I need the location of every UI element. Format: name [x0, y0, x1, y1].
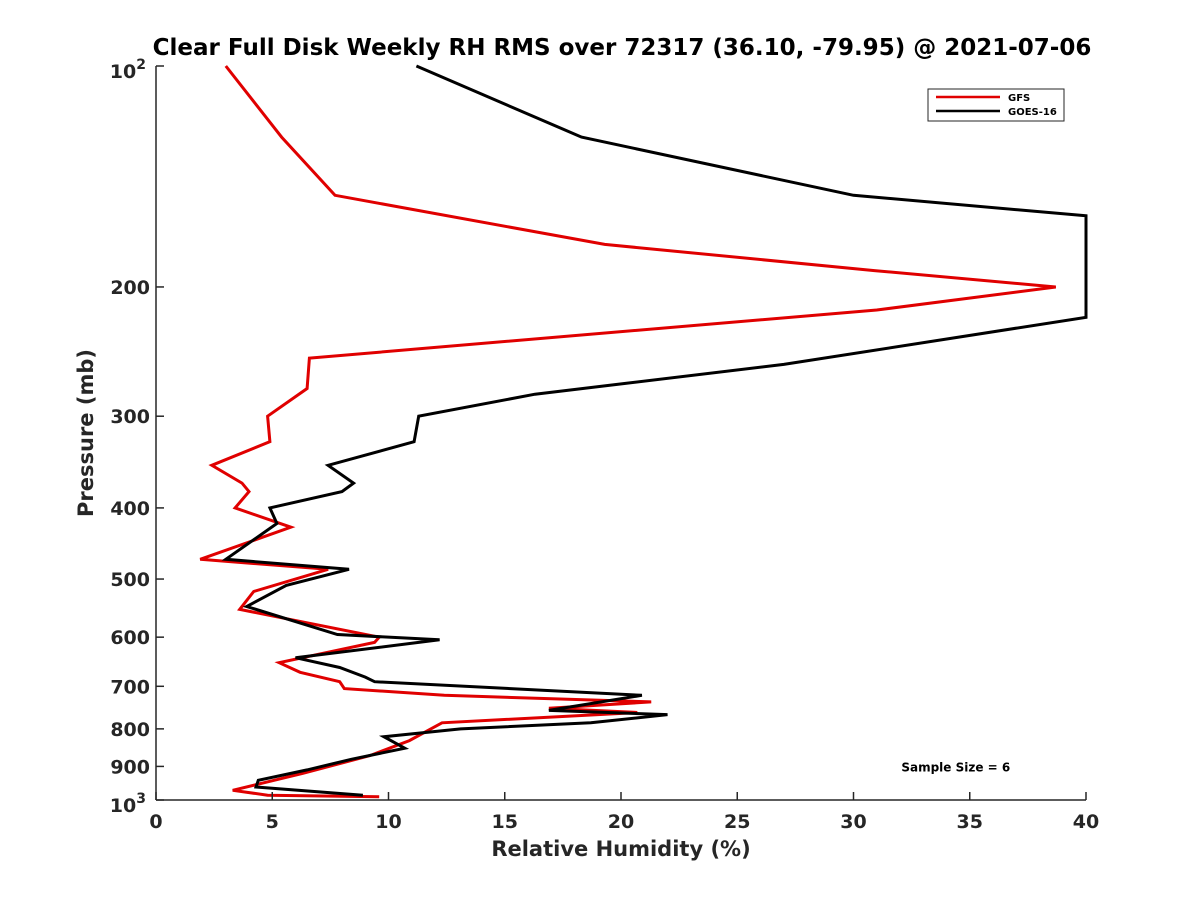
x-tick-label: 0: [149, 811, 162, 833]
x-tick-label: 10: [375, 811, 401, 833]
y-axis-label: Pressure (mb): [74, 349, 98, 517]
chart-title: Clear Full Disk Weekly RH RMS over 72317…: [153, 35, 1092, 61]
y-tick-label: 500: [110, 569, 150, 591]
y-tick-label: 200: [110, 277, 150, 299]
legend: GFS GOES-16: [927, 88, 1065, 122]
y-tick-label: 400: [110, 498, 150, 520]
x-axis-label: Relative Humidity (%): [491, 837, 750, 861]
legend-label-goes16: GOES-16: [1008, 107, 1057, 118]
x-tick-label: 30: [840, 811, 866, 833]
y-tick-label: 900: [110, 756, 150, 778]
plot-area-frame: [156, 66, 1086, 800]
y-tick-label: 700: [110, 676, 150, 698]
legend-label-gfs: GFS: [1008, 93, 1030, 104]
x-tick-label: 35: [957, 811, 983, 833]
y-tick-label: 300: [110, 406, 150, 428]
x-tick-label: 15: [492, 811, 518, 833]
y-tick-label: 800: [110, 719, 150, 741]
y-tick-label: 102: [110, 57, 146, 83]
legend-box: [927, 88, 1065, 122]
x-tick-label: 20: [608, 811, 634, 833]
y-axis-ticks: 102 200 300 400 500 600 700 800 900 103: [110, 57, 164, 817]
x-tick-label: 40: [1073, 811, 1099, 833]
series-line-goes16: [221, 64, 1088, 797]
y-tick-label: 103: [110, 791, 146, 817]
sample-size-annotation: Sample Size = 6: [901, 760, 1010, 774]
x-tick-label: 25: [724, 811, 750, 833]
x-tick-label: 5: [266, 811, 279, 833]
series-layer: [199, 64, 1088, 799]
series-line-gfs: [199, 65, 1056, 799]
y-tick-label: 600: [110, 627, 150, 649]
x-axis-ticks: 0 5 10 15 20 25 30 35 40: [149, 792, 1099, 833]
